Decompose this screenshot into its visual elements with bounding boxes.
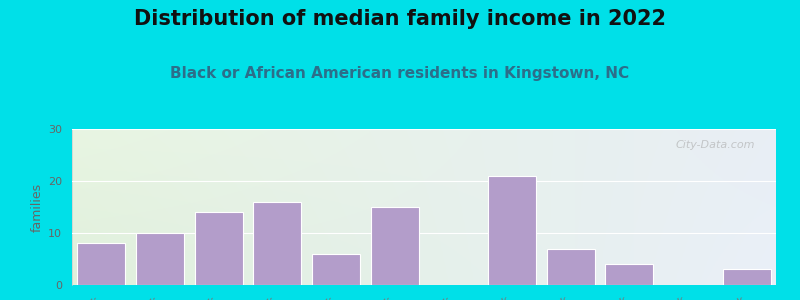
Text: City-Data.com: City-Data.com (675, 140, 755, 150)
Text: Black or African American residents in Kingstown, NC: Black or African American residents in K… (170, 66, 630, 81)
Bar (78, 243, 126, 285)
Bar (312, 254, 360, 285)
Bar (370, 207, 418, 285)
Bar (488, 176, 536, 285)
Bar (254, 202, 302, 285)
Bar (546, 249, 594, 285)
Bar (722, 269, 770, 285)
Y-axis label: families: families (31, 182, 44, 232)
Bar (136, 233, 184, 285)
Bar (194, 212, 242, 285)
Bar (606, 264, 654, 285)
Text: Distribution of median family income in 2022: Distribution of median family income in … (134, 9, 666, 29)
